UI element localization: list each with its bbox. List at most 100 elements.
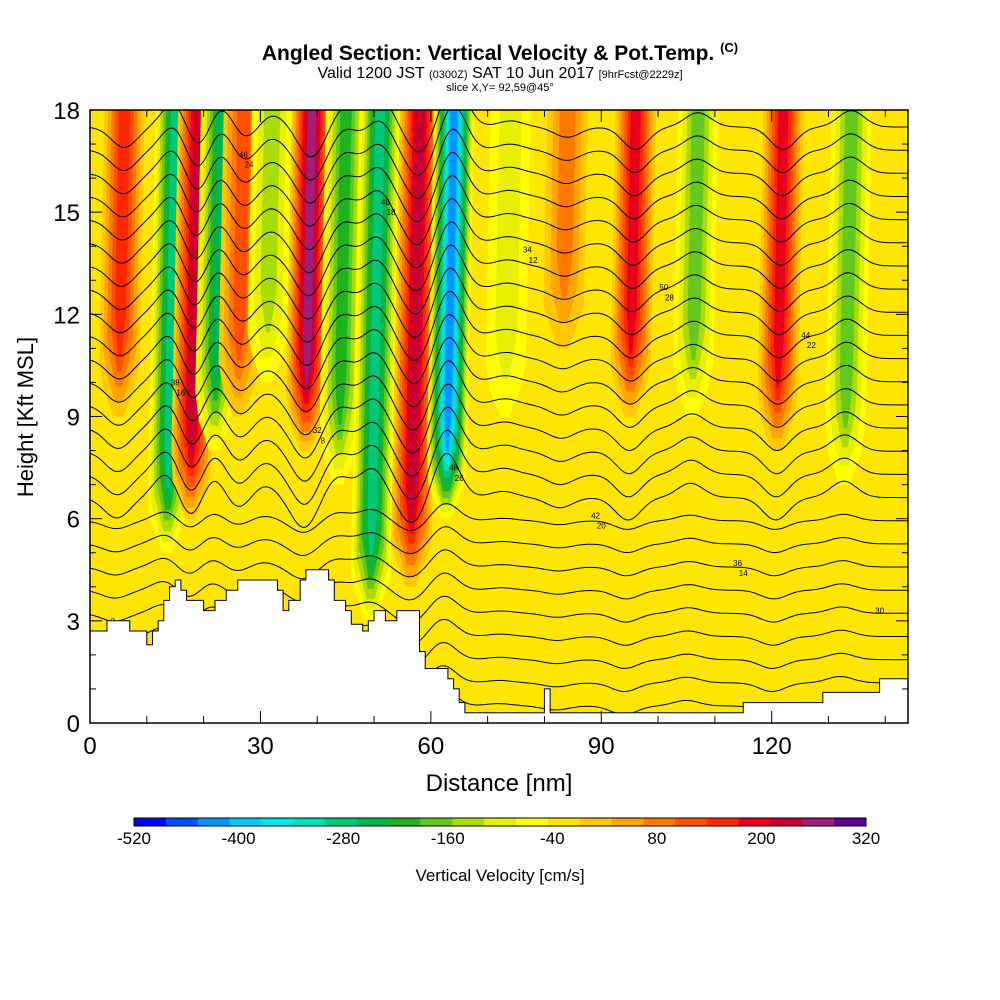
contour-label: 50 (659, 283, 668, 292)
y-tick-label: 6 (67, 507, 80, 534)
x-tick-label: 0 (83, 733, 96, 760)
colorbar-swatch (229, 818, 262, 826)
contour-label: 42 (591, 511, 600, 520)
contour-label: 20 (597, 521, 606, 530)
terrain-shape (89, 569, 909, 724)
colorbar-tick-label: -40 (540, 829, 565, 848)
velocity-band-level (114, 110, 131, 357)
contour-label: 38 (171, 378, 180, 387)
isentrope-line (90, 198, 908, 274)
velocity-band-level (335, 110, 352, 425)
contour-label: 36 (733, 559, 742, 568)
colorbar-swatch (515, 818, 549, 826)
velocity-band (485, 110, 531, 417)
y-axis-label: Height [Kft MSL] (13, 337, 38, 497)
colorbar-swatch (261, 818, 294, 826)
isentrope-line (90, 314, 908, 390)
colorbar-swatch (197, 818, 230, 826)
velocity-band-level (773, 110, 789, 389)
y-tick-label: 3 (67, 609, 80, 636)
isentrope-line (90, 526, 908, 557)
colorbar-tick-label: 80 (647, 829, 666, 848)
y-tick-label: 18 (53, 98, 80, 125)
isentrope-line (90, 383, 908, 459)
contour-label: 28 (665, 293, 674, 302)
chart-title: Angled Section: Vertical Velocity & Pot.… (261, 40, 739, 65)
x-tick-label: 30 (247, 733, 274, 760)
chart-slice-label: slice X,Y= 92,59@45° (446, 82, 554, 94)
colorbar-swatch (547, 818, 580, 826)
velocity-band (99, 110, 145, 417)
velocity-band (757, 110, 804, 451)
isentrope-line (90, 406, 908, 482)
velocity-band (350, 110, 401, 621)
colorbar-label: Vertical Velocity [cm/s] (415, 866, 584, 885)
velocity-band (286, 110, 333, 451)
colorbar-swatch (738, 818, 771, 826)
isentrope-line (90, 290, 908, 366)
isentrope-line (90, 175, 908, 251)
colorbar-swatch (834, 818, 867, 826)
colorbar-swatch (356, 818, 389, 826)
colorbar-swatch (388, 818, 421, 826)
y-tick-label: 12 (53, 302, 80, 329)
chart-subtitle: Valid 1200 JST (0300Z) SAT 10 Jun 2017 [… (317, 65, 683, 82)
colorbar-swatch (134, 818, 167, 826)
colorbar-tick-label: -520 (117, 829, 151, 848)
colorbar-swatch (324, 818, 358, 826)
chart-title-block: Angled Section: Vertical Velocity & Pot.… (0, 36, 1000, 94)
velocity-band (319, 110, 367, 485)
colorbar-tick-label: -280 (326, 829, 360, 848)
colorbar-swatch (165, 818, 198, 826)
velocity-band-level (839, 110, 859, 429)
x-tick-label: 120 (752, 733, 792, 760)
velocity-band-level (408, 110, 425, 523)
y-tick-label: 15 (53, 200, 80, 227)
contour-label: 18 (387, 208, 396, 217)
velocity-band-level (495, 110, 522, 379)
contour-label: 44 (801, 331, 810, 340)
colorbar-swatch (484, 818, 517, 826)
contour-label: 40 (381, 198, 390, 207)
isentrope-line (90, 267, 908, 343)
isentrope-line (90, 360, 908, 436)
colorbar-swatch (611, 818, 644, 826)
contour-label: 48 (449, 464, 458, 473)
contour-label: 12 (529, 256, 538, 265)
contour-label: 24 (245, 160, 254, 169)
isentrope-line (90, 151, 908, 227)
velocity-band-level (444, 110, 458, 451)
isentrope-line (90, 337, 908, 413)
contour-label: 26 (455, 474, 464, 483)
contour-label: 30 (875, 607, 884, 616)
velocity-band (610, 110, 656, 417)
isentrope-line (90, 128, 908, 204)
y-tick-label: 0 (67, 711, 80, 738)
colorbar: -520 -400 -280 -160 -40 80 200 320 (117, 817, 880, 848)
potential-temperature-contours: 2812141618202224262830323436384042444648… (90, 110, 908, 719)
colorbar-tick-label: 320 (852, 829, 880, 848)
colorbar-tick-label: -160 (431, 829, 465, 848)
contour-label: 14 (739, 569, 748, 578)
colorbar-swatch (675, 818, 708, 826)
colorbar-swatch (706, 818, 739, 826)
colorbar-frame (133, 817, 867, 827)
velocity-band-level (687, 110, 705, 361)
colorbar-swatch (420, 818, 453, 826)
isentrope-line (90, 110, 908, 158)
colorbar-swatch (579, 818, 612, 826)
colorbar-swatch (452, 818, 485, 826)
isentrope-line (90, 110, 908, 181)
colorbar-swatch (643, 818, 676, 826)
colorbar-swatch (802, 818, 835, 826)
isentrope-line (90, 549, 908, 580)
isentrope-line (90, 429, 908, 505)
terrain-mask (89, 569, 909, 724)
y-tick-label: 9 (67, 405, 80, 432)
isentrope-line (90, 503, 908, 533)
isentrope-line (90, 221, 908, 297)
x-axis-label: Distance [nm] (426, 770, 573, 797)
contour-label: 46 (239, 150, 248, 159)
contour-label: 32 (313, 426, 322, 435)
